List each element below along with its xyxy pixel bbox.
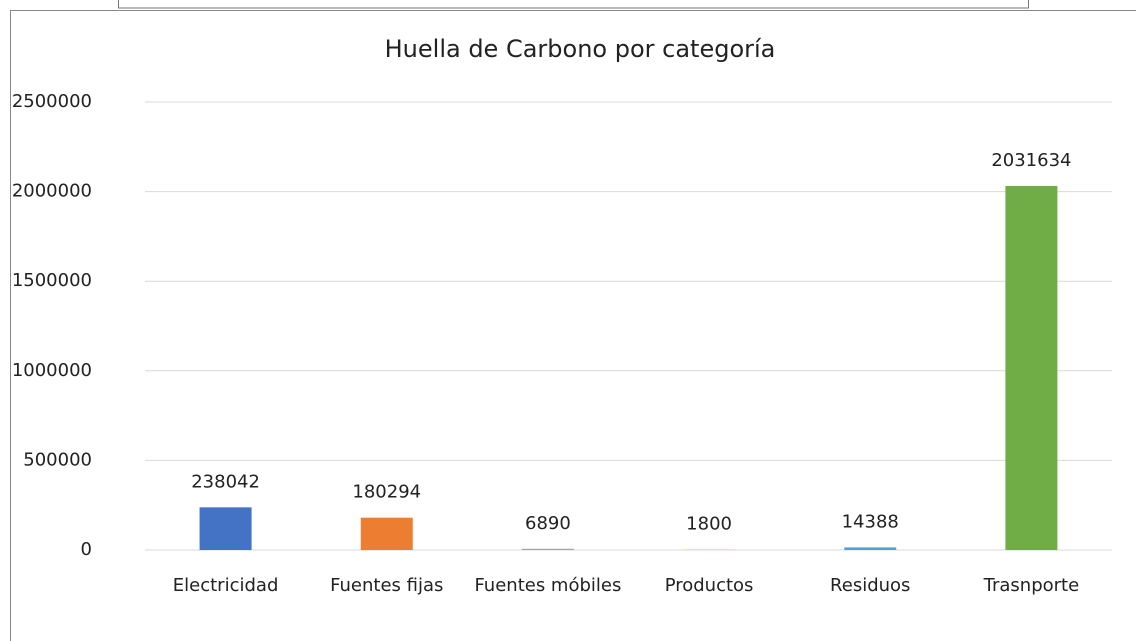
y-tick-label: 2000000	[12, 181, 92, 202]
chart-title: Huella de Carbono por categoría	[385, 35, 776, 63]
x-tick-label: Electricidad	[172, 575, 279, 596]
data-label: 6890	[525, 513, 571, 534]
y-tick-label: 1000000	[12, 360, 92, 381]
y-tick-label: 2500000	[12, 91, 92, 112]
bar	[844, 547, 897, 550]
data-label: 1800	[686, 514, 732, 535]
y-tick-label: 500000	[23, 449, 92, 470]
x-tick-label: Trasnporte	[983, 575, 1080, 596]
chart-frame	[10, 10, 1136, 641]
y-tick-label: 1500000	[12, 270, 92, 291]
x-tick-label: Fuentes móbiles	[474, 575, 622, 596]
x-tick-label: Productos	[664, 575, 754, 596]
y-tick-label: 0	[81, 539, 92, 560]
bar	[360, 517, 413, 550]
x-tick-label: Fuentes fijas	[330, 575, 444, 596]
data-label: 14388	[842, 511, 899, 532]
bar	[521, 548, 574, 550]
bar	[1005, 185, 1058, 550]
text-box	[118, 0, 1029, 9]
data-label: 180294	[352, 482, 421, 503]
data-label: 2031634	[991, 150, 1071, 171]
data-label: 238042	[191, 471, 260, 492]
bar	[199, 507, 252, 550]
x-tick-label: Residuos	[830, 575, 911, 596]
